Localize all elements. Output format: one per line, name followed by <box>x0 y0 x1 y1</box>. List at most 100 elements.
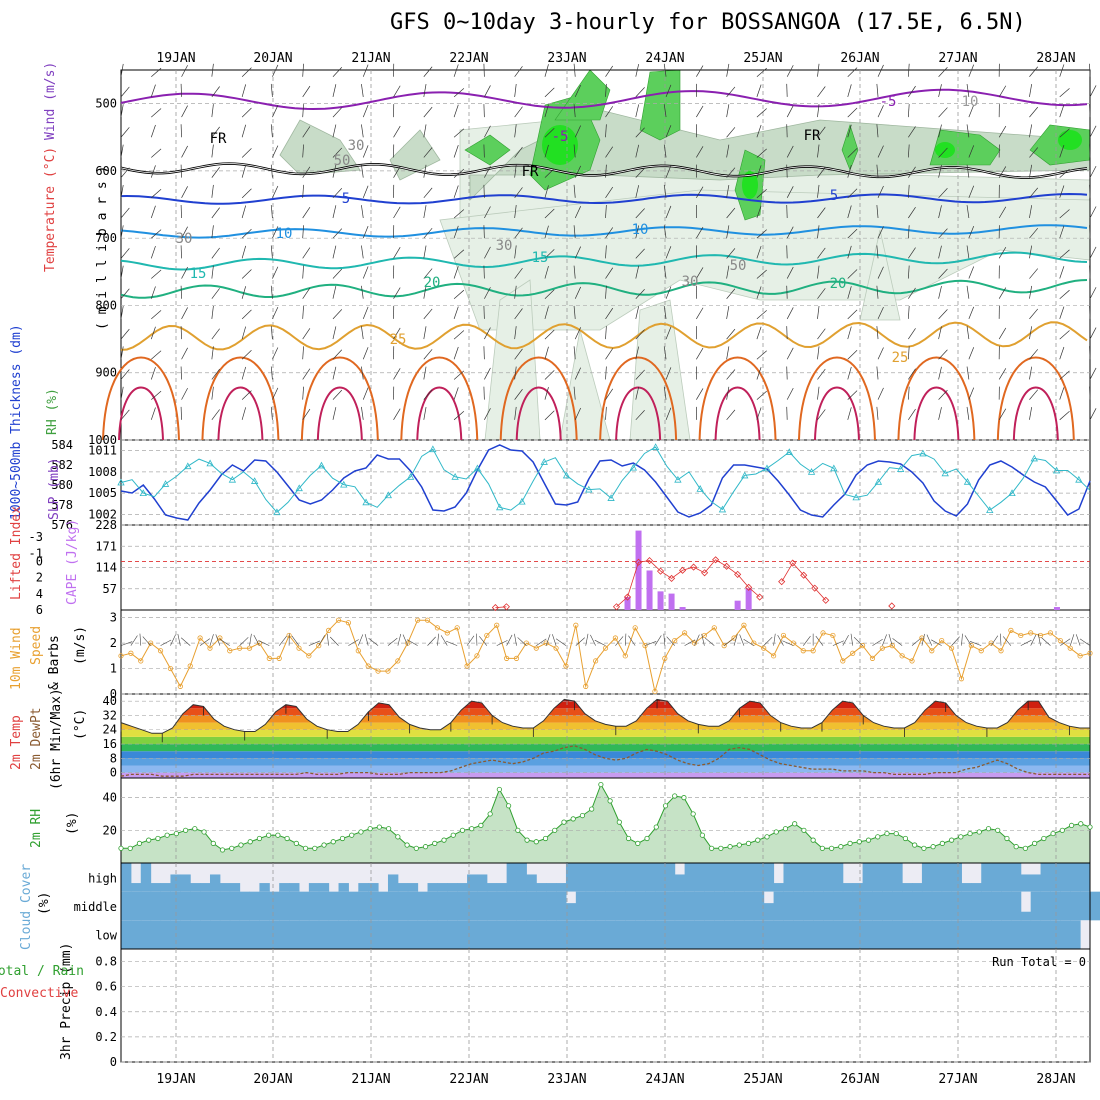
wind-barb <box>514 187 523 199</box>
wind-barb <box>453 64 459 77</box>
wind-barb <box>120 409 130 421</box>
wind-barb <box>726 306 730 319</box>
wind-barb <box>120 86 130 98</box>
cloud-cell <box>832 863 844 892</box>
rh2m-point <box>912 842 918 848</box>
wind-barb <box>968 266 975 279</box>
pressure-tick: 1000 <box>88 433 117 447</box>
wind-barb <box>817 184 820 198</box>
cloud-cell <box>615 891 626 921</box>
wind-barb-10m <box>615 636 624 646</box>
cloud-cell <box>852 891 864 921</box>
cloud-cell <box>615 863 626 892</box>
cloud-cell <box>902 883 913 892</box>
wind-barb <box>847 245 852 259</box>
rh2m-point <box>865 837 872 843</box>
wind-barb <box>120 265 124 279</box>
wind-speed-point <box>859 643 866 649</box>
wind-barb <box>998 125 1007 138</box>
panel-frame-precip <box>120 948 1091 1063</box>
pressure-tick: 900 <box>95 366 117 380</box>
cloud-cell <box>506 920 518 949</box>
wind-barb <box>756 269 767 279</box>
rh2m-point <box>939 840 945 846</box>
wind-barb <box>573 305 576 319</box>
wind-barb-10m <box>763 636 773 646</box>
cloud-cell <box>912 891 923 921</box>
rh2m-point <box>930 844 936 850</box>
wind-barb <box>423 245 427 259</box>
day-label-top: 24JAN <box>645 51 684 66</box>
wind-barb-10m <box>496 640 508 646</box>
slp-point <box>696 485 704 492</box>
wind-barb <box>1029 227 1039 239</box>
wind-barb <box>150 326 156 340</box>
wind-barb <box>663 305 667 319</box>
rh2m-point <box>155 835 161 842</box>
wind-barb <box>423 308 433 320</box>
wind-speed-point <box>622 653 628 659</box>
wind-barb <box>605 124 607 138</box>
wind-speed-point <box>602 645 609 651</box>
wind-barb <box>120 127 130 138</box>
wind-barb <box>573 265 576 279</box>
wind-barb <box>574 165 582 178</box>
wind-barb-10m <box>1020 639 1032 646</box>
cloud-cell <box>447 891 458 921</box>
wind-barb <box>120 207 130 219</box>
wind-barb-10m <box>479 636 488 646</box>
wind-barb <box>966 205 970 219</box>
wind-barb <box>756 205 762 219</box>
slp-tick: 1008 <box>88 465 117 479</box>
wind-barb <box>361 83 364 97</box>
wind-barb-10m <box>407 639 418 646</box>
cloud-cell <box>981 920 992 949</box>
wind-barb <box>635 167 645 178</box>
wind-speed-point <box>929 648 935 654</box>
cloud-cell <box>654 891 666 921</box>
wind-barb <box>150 245 156 259</box>
grid-layer <box>120 69 1091 1063</box>
cloud-cell <box>526 874 537 892</box>
wind-barb <box>544 329 555 340</box>
wind-barb-10m <box>832 640 845 646</box>
wind-barb <box>877 306 884 320</box>
li-point <box>822 596 830 604</box>
cloud-cell <box>941 863 953 892</box>
wind-speed-point <box>424 617 431 623</box>
wind-barb <box>241 148 252 158</box>
panel-frame-th <box>120 439 1091 526</box>
cloud-cell <box>783 863 794 892</box>
wind-barb <box>332 285 337 299</box>
wind-barb <box>453 370 465 380</box>
day-label-top: 25JAN <box>743 51 782 66</box>
wind-barb <box>876 245 879 259</box>
pressure-tick: 800 <box>95 298 117 312</box>
wind-barb <box>726 409 736 421</box>
cloud-cell <box>417 920 429 949</box>
wind-barb <box>998 287 1007 299</box>
cloud-cell <box>753 891 765 921</box>
temp-tick: 8 <box>110 751 117 765</box>
cloud-cell <box>773 920 784 949</box>
li-point <box>634 558 643 566</box>
cloud-cell <box>476 891 488 921</box>
wind-barb <box>332 228 343 239</box>
wind-barb <box>1029 389 1039 400</box>
wind-barb-10m <box>466 635 475 646</box>
rh2m-point <box>367 826 373 832</box>
cloud-cell <box>1001 891 1012 921</box>
wind-barb <box>151 189 162 199</box>
rh2m-point <box>478 822 484 829</box>
cloud-cell <box>882 891 893 921</box>
cloud-cell <box>150 883 162 892</box>
wind-barb-10m <box>892 638 903 646</box>
wind-barb <box>817 328 826 340</box>
line-layer <box>102 63 1097 853</box>
cloud-cell <box>931 863 943 892</box>
wind-barb <box>120 225 124 239</box>
slp-point <box>651 443 660 450</box>
wind-barb <box>211 409 220 421</box>
cloud-cell <box>219 891 231 921</box>
wind-barb <box>120 104 124 118</box>
